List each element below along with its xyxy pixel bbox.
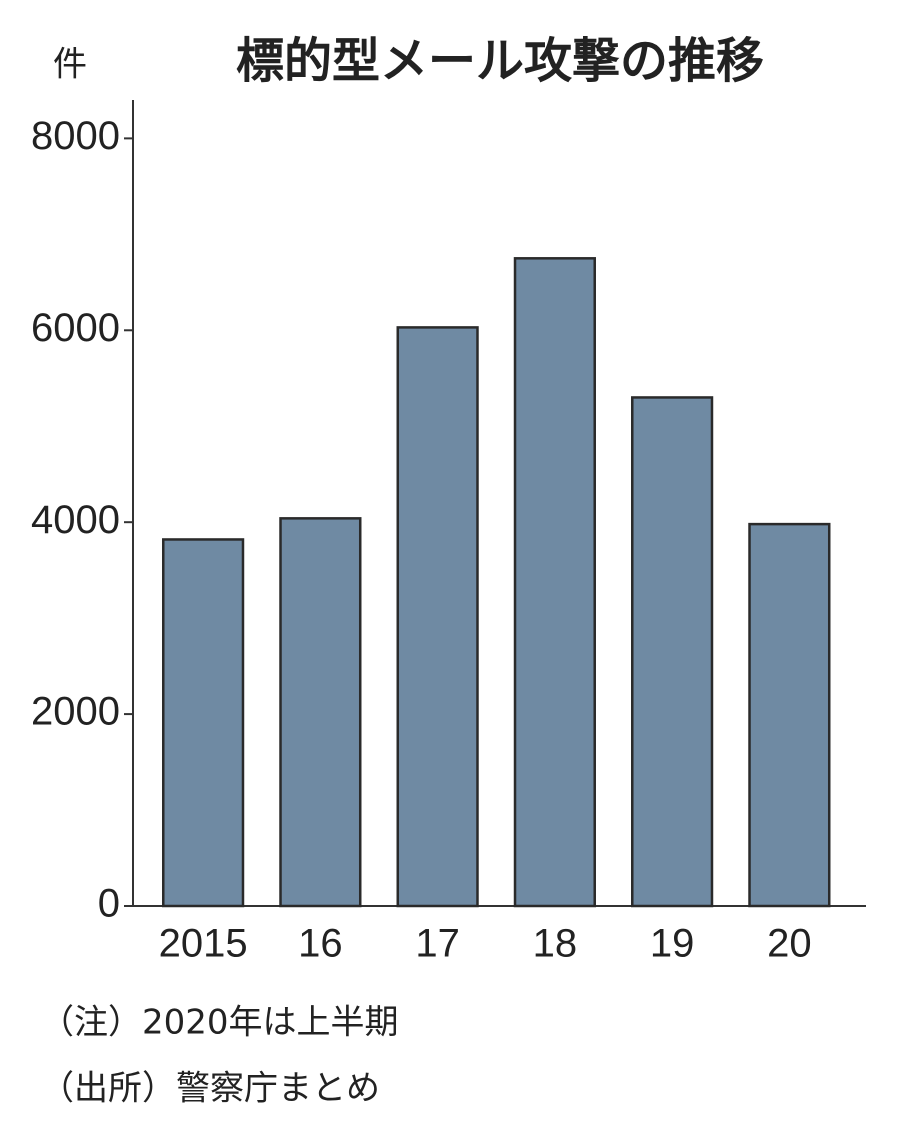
bar [162,538,245,908]
y-tick-label: 8000 [31,114,120,158]
bar [513,257,596,908]
x-tick-label: 17 [415,922,460,966]
note: （出所）警察庁まとめ [40,1069,380,1109]
x-tick-label: 16 [298,922,343,966]
bar [631,396,714,908]
bar [748,522,831,908]
bar [279,517,362,908]
y-tick-label: 4000 [31,498,120,542]
bar [396,326,479,908]
x-tick-label: 2015 [159,922,248,966]
x-tick-label: 19 [650,922,695,966]
y-tick-label: 0 [98,882,120,926]
x-tick-label: 20 [767,922,812,966]
x-tick-label: 18 [533,922,578,966]
y-axis-label: 件 [53,45,87,85]
chart-title: 標的型メール攻撃の推移 [236,33,764,89]
note: （注）2020年は上半期 [40,1003,399,1043]
y-tick-label: 2000 [31,690,120,734]
y-tick-label: 6000 [31,306,120,350]
